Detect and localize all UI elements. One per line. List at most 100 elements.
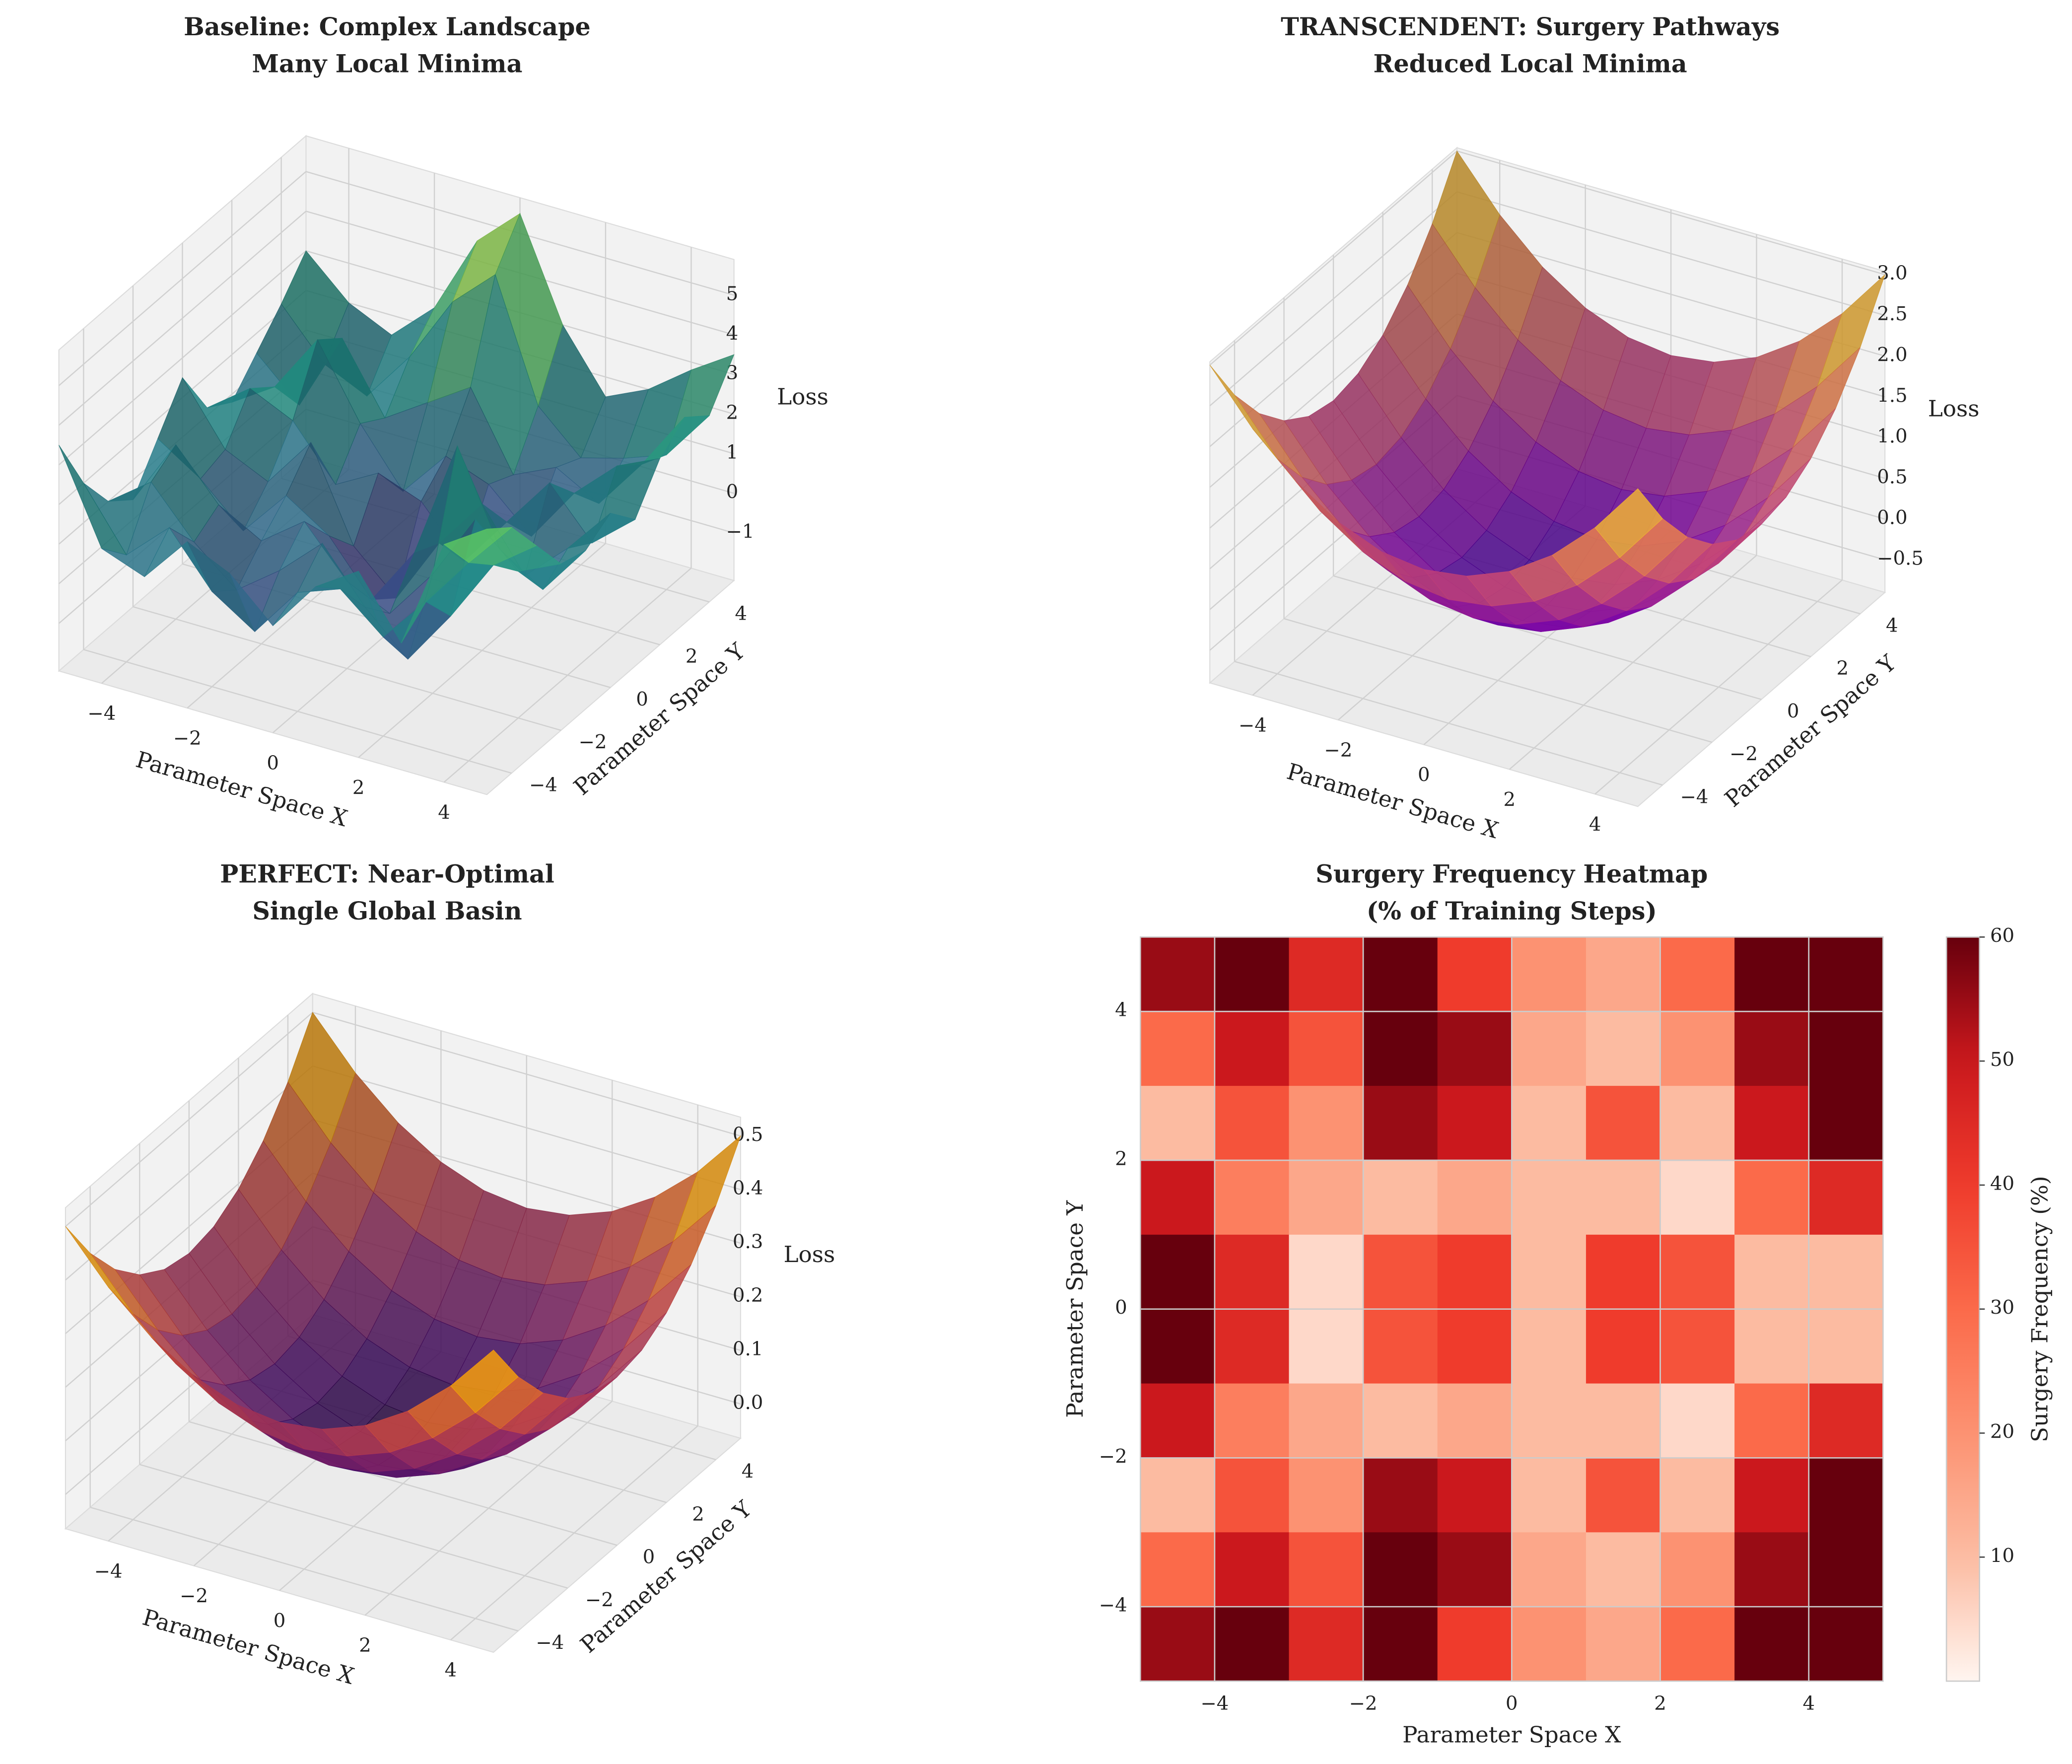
chart-title: PERFECT: Near-Optimal xyxy=(220,859,554,888)
heatmap-cell xyxy=(1289,1607,1364,1682)
x-tick-label: −2 xyxy=(173,727,202,750)
heatmap-cell xyxy=(1586,1160,1661,1235)
heatmap-cell xyxy=(1586,1086,1661,1161)
heatmap-cell xyxy=(1734,1383,1809,1459)
colorbar-tick-label: 20 xyxy=(1990,1421,2014,1443)
z-tick-label: 0.2 xyxy=(733,1284,763,1307)
heatmap-cell xyxy=(1363,1234,1438,1310)
x-axis-label: Parameter Space X xyxy=(1402,1721,1621,1748)
heatmap-plot: −4 −2 0 2 4 −4 −2 0 2 4 Parameter Space X Parameter… xyxy=(1062,924,2053,1748)
heatmap-cell xyxy=(1363,1309,1438,1384)
y-tick-label: 2 xyxy=(686,645,698,668)
heatmap-cell xyxy=(1437,1309,1513,1384)
z-tick-label: 2 xyxy=(726,402,739,424)
heatmap-cell xyxy=(1437,1458,1513,1533)
heatmap-cell xyxy=(1512,1532,1587,1608)
grid-line xyxy=(65,1012,313,1227)
x-tick-label: −2 xyxy=(180,1585,208,1608)
x-tick-label: 0 xyxy=(274,1610,286,1632)
heatmap-cell xyxy=(1289,1011,1364,1086)
grid-line xyxy=(1209,150,1457,366)
heatmap-cell xyxy=(1437,1234,1513,1310)
x-tick-label: −2 xyxy=(1324,739,1352,762)
heatmap-cell xyxy=(1214,1234,1290,1310)
z-axis-label: Loss xyxy=(777,383,829,410)
surface-patch xyxy=(450,1349,519,1413)
heatmap-cell xyxy=(1586,937,1661,1012)
x-tick-label: −4 xyxy=(94,1560,123,1583)
heatmap-cell xyxy=(1512,1011,1587,1086)
chart-title: Baseline: Complex Landscape xyxy=(184,12,591,41)
colorbar-tick-label: 60 xyxy=(1990,924,2014,947)
z-axis-label: Loss xyxy=(783,1241,835,1268)
y-tick-label: −4 xyxy=(1099,1594,1127,1617)
colorbar xyxy=(1945,936,1980,1682)
y-tick-label: 2 xyxy=(1836,657,1849,680)
z-tick-label: 0.1 xyxy=(733,1338,763,1360)
heatmap-cell xyxy=(1437,1383,1513,1459)
heatmap-cell xyxy=(1808,1309,1884,1384)
surface-plot: −4−2024−4−2024−0.50.00.51.01.52.02.53.0P… xyxy=(1209,146,1980,844)
heatmap-cell xyxy=(1512,1086,1587,1161)
x-tick-label: 0 xyxy=(267,752,279,775)
heatmap-cell xyxy=(1289,1383,1364,1459)
heatmap-cell xyxy=(1289,937,1364,1012)
heatmap-cell xyxy=(1214,1383,1290,1459)
z-tick-label: 0.0 xyxy=(1877,507,1907,529)
grid-line xyxy=(312,1011,741,1137)
x-tick-label: 4 xyxy=(445,1659,457,1682)
surface-patch xyxy=(1209,365,1278,459)
heatmap-cell xyxy=(1660,1532,1735,1608)
x-tick-label: 4 xyxy=(1802,1693,1815,1715)
heatmap-cell xyxy=(1214,1607,1290,1682)
z-tick-label: 1.0 xyxy=(1877,425,1907,447)
heatmap-cell xyxy=(1437,1160,1513,1235)
surface-patch xyxy=(443,527,513,563)
surface-patch xyxy=(65,1226,134,1314)
heatmap-cell xyxy=(1289,1309,1364,1384)
heatmap-cell xyxy=(1214,1086,1290,1161)
heatmap-cell xyxy=(1437,937,1513,1012)
heatmap-cell xyxy=(1363,1383,1438,1459)
grid-line xyxy=(58,211,307,426)
x-tick-label: 0 xyxy=(1418,764,1430,786)
heatmap-cell xyxy=(1660,937,1735,1012)
y-tick-label: 0 xyxy=(1115,1297,1127,1319)
x-tick-label: 2 xyxy=(1503,789,1516,811)
heatmap-cell xyxy=(1586,1532,1661,1608)
x-tick-label: 2 xyxy=(352,777,365,799)
y-tick-label: −2 xyxy=(1729,743,1758,766)
heatmap-cell xyxy=(1140,1309,1215,1384)
grid-line xyxy=(58,171,307,386)
z-axis-label: Loss xyxy=(1928,395,1980,422)
colorbar-label: Surgery Frequency (%) xyxy=(2026,1176,2053,1442)
x-tick-label: 4 xyxy=(1589,813,1601,836)
heatmap-cell xyxy=(1437,1607,1513,1682)
x-axis-label: Parameter Space X xyxy=(139,1604,357,1690)
grid-line xyxy=(1456,150,1885,276)
heatmap-cell xyxy=(1363,1607,1438,1682)
x-axis-label: Parameter Space X xyxy=(133,746,350,832)
heatmap-cell xyxy=(1808,1086,1884,1161)
grid-line xyxy=(90,1506,519,1632)
heatmap-cell xyxy=(1660,1458,1735,1533)
heatmap-cell xyxy=(1289,1458,1364,1533)
z-tick-label: 0 xyxy=(726,481,739,503)
heatmap-cell xyxy=(1512,1458,1587,1533)
heatmap-cell xyxy=(1289,1086,1364,1161)
heatmap-cell xyxy=(1289,1532,1364,1608)
heatmap-cell xyxy=(1140,1086,1215,1161)
x-tick-label: −4 xyxy=(1239,714,1267,737)
y-tick-label: 0 xyxy=(636,688,648,710)
heatmap-cell xyxy=(1363,1011,1438,1086)
heatmap-cell xyxy=(1363,1160,1438,1235)
chart-title: Surgery Frequency Heatmap xyxy=(1315,859,1708,888)
chart-title: Many Local Minima xyxy=(252,50,523,78)
heatmap-cell xyxy=(1734,937,1809,1012)
x-tick-label: 4 xyxy=(438,801,450,824)
y-tick-label: −2 xyxy=(579,731,607,754)
plot-frame xyxy=(1139,936,1884,1682)
colorbar-tick-label: 40 xyxy=(1990,1173,2014,1195)
